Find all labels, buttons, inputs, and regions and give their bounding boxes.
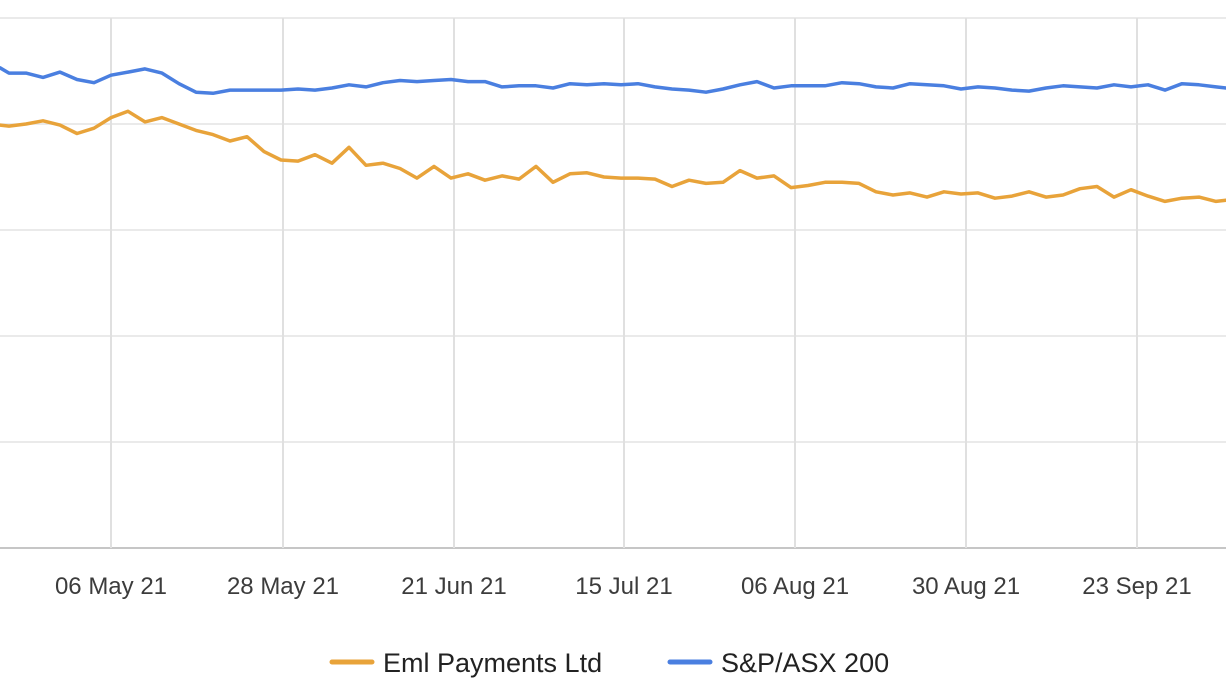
legend-item-asx200[interactable]: S&P/ASX 200 bbox=[667, 648, 889, 678]
x-tick-label: 06 May 21 bbox=[55, 573, 167, 600]
legend: Eml Payments Ltd S&P/ASX 200 bbox=[329, 648, 889, 678]
grid bbox=[0, 17, 1226, 549]
legend-item-eml-payments[interactable]: Eml Payments Ltd bbox=[329, 648, 602, 678]
x-tick-label: 30 Aug 21 bbox=[912, 573, 1020, 600]
legend-label: Eml Payments Ltd bbox=[383, 648, 602, 678]
series-layer bbox=[0, 66, 1226, 204]
x-tick-label: 28 May 21 bbox=[227, 573, 339, 600]
x-tick-label: 06 Aug 21 bbox=[741, 573, 849, 600]
series-line-eml-payments bbox=[0, 109, 1226, 204]
x-tick-label: 15 Jul 21 bbox=[575, 573, 672, 600]
series-line-asx200 bbox=[0, 66, 1226, 96]
x-tick-label: 23 Sep 21 bbox=[1082, 573, 1191, 600]
x-tick-label: 21 Jun 21 bbox=[401, 573, 506, 600]
legend-label: S&P/ASX 200 bbox=[721, 648, 889, 678]
x-axis: 06 May 21 28 May 21 21 Jun 21 15 Jul 21 06 A… bbox=[55, 573, 1192, 600]
